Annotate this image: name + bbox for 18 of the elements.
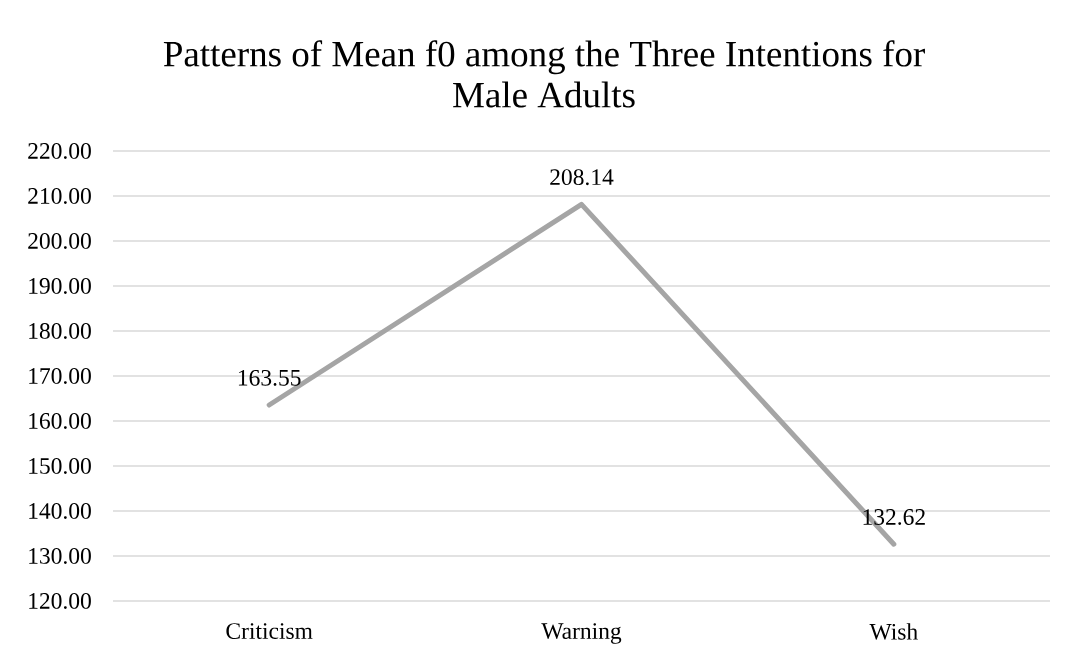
data-label: 163.55 <box>238 369 301 386</box>
y-tick-label: 210.00 <box>28 188 91 204</box>
y-tick-label: 150.00 <box>29 458 91 474</box>
x-tick-label: Warning <box>541 623 622 644</box>
x-tick-label: Wish <box>869 623 918 640</box>
y-tick-label: 220.00 <box>28 143 91 159</box>
y-tick-label: 180.00 <box>29 323 91 339</box>
data-label: 208.14 <box>550 169 614 186</box>
y-tick-label: 140.00 <box>29 503 91 519</box>
y-tick-label: 170.00 <box>29 368 91 384</box>
y-tick-label: 160.00 <box>29 413 91 429</box>
x-tick-label: Criticism <box>226 623 313 639</box>
chart-title: Patterns of Mean f0 among the Three Intentions for Male Adults <box>163 40 925 108</box>
y-tick-label: 200.00 <box>28 233 91 249</box>
y-tick-label: 190.00 <box>29 278 91 294</box>
data-label: 132.62 <box>863 509 925 525</box>
y-tick-label: 120.00 <box>29 593 91 609</box>
y-tick-label: 130.00 <box>29 548 91 564</box>
